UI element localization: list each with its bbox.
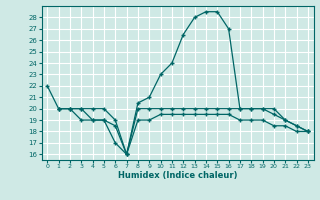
X-axis label: Humidex (Indice chaleur): Humidex (Indice chaleur) xyxy=(118,171,237,180)
